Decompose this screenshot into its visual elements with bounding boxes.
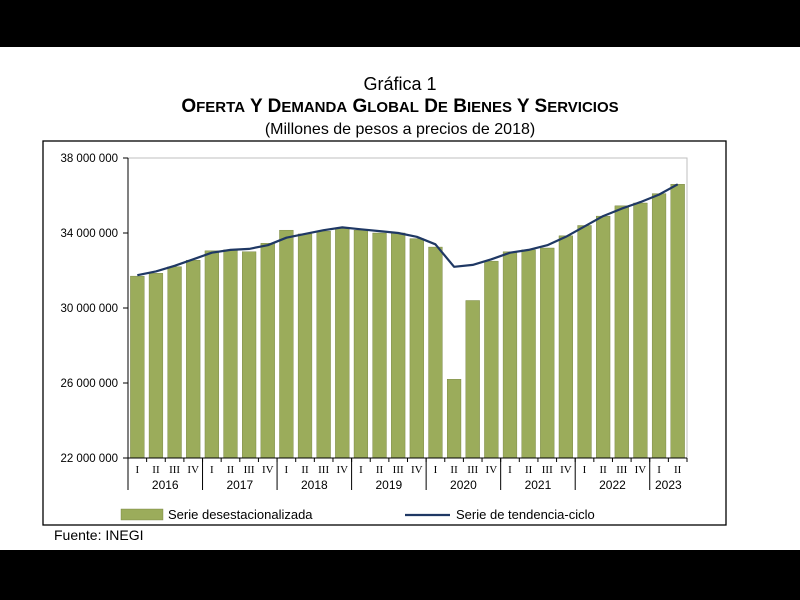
x-quarter-label: II bbox=[599, 464, 607, 476]
bar-serie-desestacionalizada bbox=[372, 232, 387, 459]
x-quarter-label: IV bbox=[486, 464, 498, 476]
chart-subtitle: (Millones de pesos a precios de 2018) bbox=[264, 121, 536, 138]
line-serie-tendencia-ciclo bbox=[137, 183, 679, 277]
bar-serie-desestacionalizada bbox=[484, 260, 499, 459]
x-quarter-label: III bbox=[318, 464, 329, 476]
x-quarter-label: IV bbox=[635, 464, 647, 476]
bar-serie-desestacionalizada bbox=[540, 247, 555, 459]
bar-serie-desestacionalizada bbox=[670, 184, 685, 459]
x-quarter-label: III bbox=[244, 464, 255, 476]
x-year-label: 2017 bbox=[226, 478, 253, 492]
bottom-letterbox-band bbox=[0, 550, 800, 600]
x-quarter-label: II bbox=[227, 464, 235, 476]
x-quarter-label: III bbox=[542, 464, 553, 476]
x-quarter-label: IV bbox=[187, 464, 199, 476]
x-quarter-label: IV bbox=[262, 464, 274, 476]
chart-title-text: OFERTA Y DEMANDA GLOBAL DE BIENES Y SERV… bbox=[181, 96, 619, 117]
bar-serie-desestacionalizada bbox=[353, 229, 369, 459]
x-quarter-label: I bbox=[285, 464, 289, 476]
x-quarter-label: IV bbox=[411, 464, 423, 476]
y-tick-label: 26 000 000 bbox=[60, 378, 118, 390]
legend-line-label: Serie de tendencia-ciclo bbox=[456, 507, 595, 522]
bar-serie-desestacionalizada bbox=[391, 232, 406, 459]
bar-serie-desestacionalizada bbox=[279, 229, 294, 459]
bar-serie-desestacionalizada bbox=[260, 243, 275, 459]
y-tick-label: 30 000 000 bbox=[60, 303, 118, 315]
bar-serie-desestacionalizada bbox=[633, 202, 648, 459]
y-tick-label: 38 000 000 bbox=[60, 153, 118, 165]
x-quarter-label: III bbox=[616, 464, 627, 476]
x-quarter-label: I bbox=[210, 464, 214, 476]
chart-frame bbox=[42, 140, 727, 526]
bar-serie-desestacionalizada bbox=[204, 250, 219, 459]
legend-bar-label: Serie desestacionalizada bbox=[168, 507, 313, 522]
bar-serie-desestacionalizada bbox=[223, 249, 238, 459]
x-quarter-label: I bbox=[359, 464, 363, 476]
x-quarter-label: III bbox=[393, 464, 404, 476]
x-quarter-label: II bbox=[152, 464, 160, 476]
bar-serie-desestacionalizada bbox=[316, 230, 331, 459]
x-quarter-label: I bbox=[508, 464, 512, 476]
x-quarter-label: II bbox=[450, 464, 458, 476]
x-quarter-label: II bbox=[525, 464, 533, 476]
x-quarter-label: II bbox=[376, 464, 384, 476]
x-quarter-label: III bbox=[467, 464, 478, 476]
bar-serie-desestacionalizada bbox=[242, 251, 257, 459]
x-quarter-label: II bbox=[301, 464, 309, 476]
y-tick-label: 22 000 000 bbox=[60, 453, 118, 465]
chart-title: OFERTA Y DEMANDA GLOBAL DE BIENES Y SERV… bbox=[0, 96, 800, 118]
bar-serie-desestacionalizada bbox=[335, 228, 350, 459]
bar-serie-desestacionalizada bbox=[148, 273, 164, 459]
x-year-label: 2016 bbox=[152, 478, 179, 492]
bar-serie-desestacionalizada bbox=[409, 238, 424, 459]
bar-serie-desestacionalizada bbox=[186, 259, 201, 459]
bar-serie-desestacionalizada bbox=[428, 246, 443, 459]
bar-serie-desestacionalizada bbox=[614, 205, 629, 459]
x-quarter-label: III bbox=[169, 464, 180, 476]
bar-serie-desestacionalizada bbox=[130, 275, 145, 459]
bar-serie-desestacionalizada bbox=[446, 379, 462, 459]
bar-serie-desestacionalizada bbox=[465, 300, 480, 459]
bar-serie-desestacionalizada bbox=[558, 235, 573, 459]
bar-serie-desestacionalizada bbox=[167, 266, 182, 459]
chart-title-number: Gráfica 1 bbox=[363, 74, 437, 94]
bar-serie-desestacionalizada bbox=[577, 225, 592, 459]
bar-serie-desestacionalizada bbox=[596, 215, 611, 459]
x-quarter-label: I bbox=[583, 464, 587, 476]
bar-serie-desestacionalizada bbox=[651, 193, 667, 459]
x-year-label: 2022 bbox=[599, 478, 626, 492]
x-year-label: 2018 bbox=[301, 478, 328, 492]
x-year-label: 2020 bbox=[450, 478, 477, 492]
x-quarter-label: IV bbox=[560, 464, 572, 476]
x-year-label: 2021 bbox=[525, 478, 552, 492]
x-quarter-label: II bbox=[674, 464, 682, 476]
bar-serie-desestacionalizada bbox=[297, 233, 313, 459]
top-letterbox-band bbox=[0, 0, 800, 47]
bar-serie-desestacionalizada bbox=[502, 251, 518, 459]
x-quarter-label: IV bbox=[336, 464, 348, 476]
source-note: Fuente: INEGI bbox=[54, 527, 144, 543]
x-quarter-label: I bbox=[434, 464, 438, 476]
y-tick-label: 34 000 000 bbox=[60, 228, 118, 240]
x-quarter-label: I bbox=[657, 464, 661, 476]
x-quarter-label: I bbox=[135, 464, 139, 476]
x-year-label: 2023 bbox=[655, 478, 682, 492]
bar-serie-desestacionalizada bbox=[521, 249, 536, 459]
legend-bar-swatch bbox=[120, 508, 164, 521]
legend: Serie desestacionalizada Serie de tendenc… bbox=[120, 507, 595, 522]
x-year-label: 2019 bbox=[376, 478, 403, 492]
